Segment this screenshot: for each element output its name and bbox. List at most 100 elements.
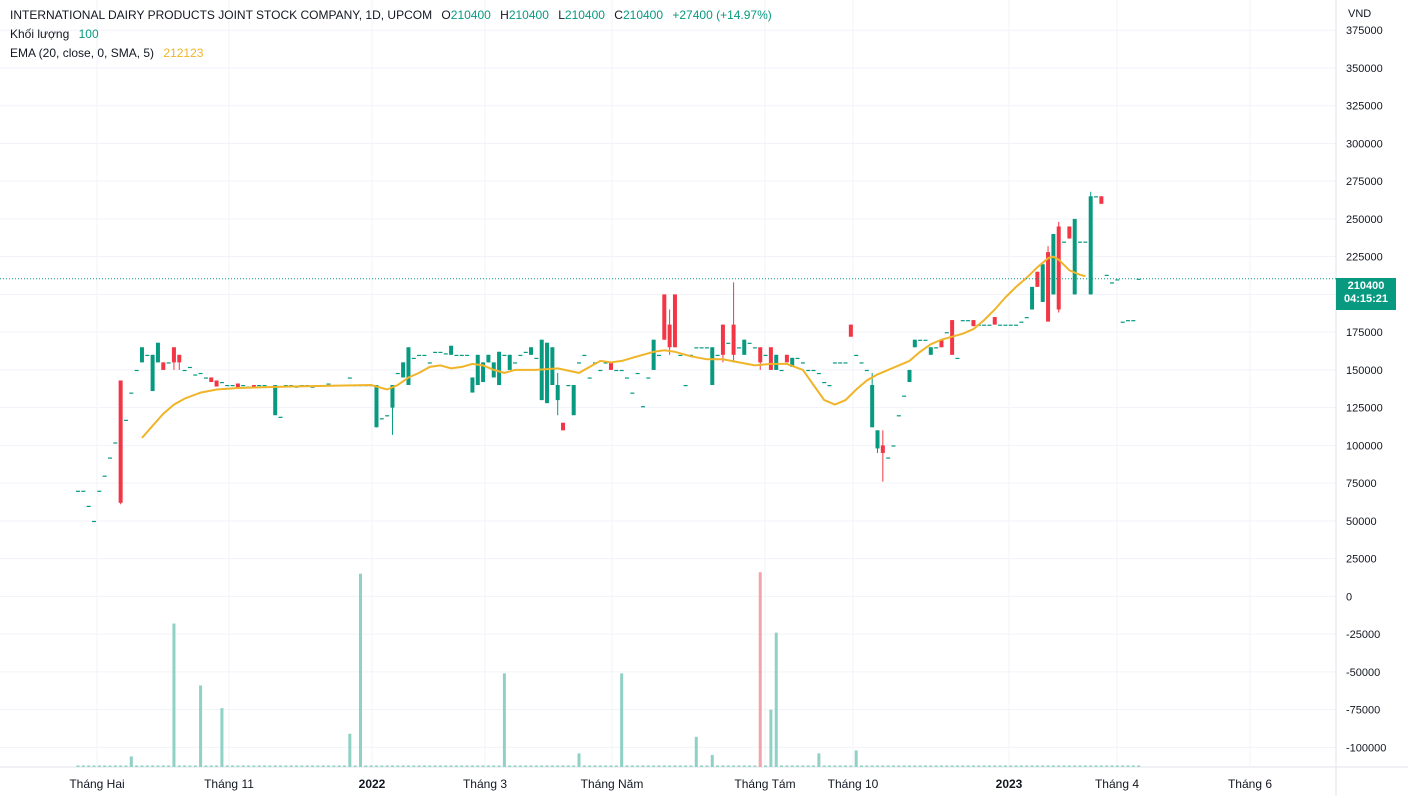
- volume-bar-baseline: [343, 765, 346, 767]
- volume-bar-baseline: [716, 765, 720, 767]
- candle-body: [283, 385, 288, 387]
- candle-body: [1099, 196, 1104, 204]
- candle-body: [449, 345, 454, 355]
- x-tick-label: Tháng 4: [1095, 777, 1139, 791]
- ema-label: EMA (20, close, 0, SMA, 5): [10, 46, 155, 60]
- currency-label: VND: [1348, 8, 1371, 20]
- candle-body: [710, 347, 715, 386]
- candle-body: [912, 339, 917, 348]
- volume-bar-baseline: [614, 765, 618, 767]
- volume-bar: [694, 736, 698, 767]
- price-axis[interactable]: 3750003500003250003000002750002500002250…: [1346, 25, 1386, 754]
- y-tick-label: 325000: [1346, 101, 1383, 113]
- candle-body: [155, 342, 160, 363]
- volume-bar-baseline: [76, 765, 80, 767]
- candle-body: [475, 354, 480, 386]
- y-tick-label: 250000: [1346, 214, 1383, 226]
- candle-body: [401, 362, 406, 378]
- volume-bar-baseline: [188, 765, 192, 767]
- candle-body: [1003, 324, 1008, 326]
- candle-body: [145, 354, 150, 357]
- y-tick-label: -75000: [1346, 705, 1380, 717]
- y-tick-label: 375000: [1346, 25, 1383, 37]
- volume-bar: [129, 756, 133, 767]
- volume-bar-baseline: [369, 765, 373, 767]
- volume-bar-baseline: [108, 765, 112, 767]
- candle-body: [230, 385, 235, 387]
- candle-body: [225, 385, 230, 387]
- volume-bar-baseline: [780, 765, 784, 767]
- candle-body: [939, 339, 944, 348]
- candle-body: [992, 317, 997, 325]
- volume-bar-baseline: [337, 765, 341, 767]
- candle-body: [438, 351, 443, 353]
- volume-bar-baseline: [305, 765, 309, 767]
- volume-bar-baseline: [748, 765, 752, 767]
- volume-bar-baseline: [598, 765, 602, 767]
- last-price-tag: 210400 04:15:21: [1336, 278, 1396, 310]
- volume-bar-baseline: [764, 765, 768, 767]
- volume-bar-baseline: [689, 765, 693, 767]
- volume-bar-baseline: [241, 765, 245, 767]
- volume-bar-baseline: [684, 765, 688, 767]
- volume-bar-baseline: [1137, 765, 1141, 767]
- volume-bar-baseline: [865, 765, 869, 767]
- candle-body: [555, 385, 560, 401]
- volume-bar-baseline: [1126, 765, 1130, 767]
- candle-body: [1062, 241, 1067, 243]
- volume-bar-baseline: [801, 765, 805, 767]
- candle-body: [843, 362, 848, 364]
- volume-bar-baseline: [753, 765, 757, 767]
- candle-body: [603, 362, 608, 364]
- candle-body: [758, 347, 763, 363]
- candle-body: [241, 385, 246, 387]
- candle-body: [1120, 321, 1125, 323]
- candle-body: [123, 419, 128, 421]
- volume-bar-baseline: [385, 765, 389, 767]
- y-tick-label: 225000: [1346, 252, 1383, 264]
- candle-body: [806, 369, 811, 372]
- candle-body: [918, 339, 923, 341]
- volume-bar-baseline: [508, 765, 512, 767]
- candle-body: [166, 362, 171, 364]
- volume-bar-baseline: [641, 765, 645, 767]
- y-tick-label: 0: [1346, 591, 1352, 603]
- candle-body: [1104, 274, 1109, 276]
- volume-bar-baseline: [332, 765, 336, 767]
- candle-body: [97, 490, 102, 492]
- candle-body: [699, 347, 704, 349]
- candle-body: [779, 369, 784, 372]
- candle-body: [502, 354, 507, 357]
- volume-bar-baseline: [1083, 765, 1087, 767]
- candle-body: [635, 372, 640, 375]
- candle-body: [640, 406, 645, 408]
- candle-body: [1030, 286, 1035, 310]
- time-axis[interactable]: Tháng Hai Tháng 11 2022 Tháng 3 Tháng Năm Thá…: [69, 777, 1272, 791]
- volume-bar-baseline: [311, 765, 315, 767]
- legend-volume-row[interactable]: Khối lượng 100: [10, 25, 772, 44]
- open-label: O: [441, 8, 451, 22]
- candle-body: [257, 385, 262, 387]
- volume-bar-baseline: [236, 765, 240, 767]
- candlesticks: [76, 191, 1141, 523]
- candle-body: [1046, 252, 1051, 322]
- candle-body: [86, 505, 91, 507]
- legend-ema-row[interactable]: EMA (20, close, 0, SMA, 5) 212123: [10, 44, 772, 63]
- volume-bar-baseline: [145, 765, 149, 767]
- y-tick-label: 25000: [1346, 554, 1377, 566]
- volume-bar-baseline: [428, 765, 432, 767]
- candle-body: [587, 377, 592, 379]
- volume-bar-baseline: [870, 765, 874, 767]
- volume-bar: [817, 753, 821, 767]
- candle-body: [326, 383, 331, 385]
- volume-bar-baseline: [167, 765, 171, 767]
- volume-bar-baseline: [572, 765, 576, 767]
- candle-body: [513, 362, 518, 364]
- candle-body: [971, 320, 976, 327]
- volume-bar-baseline: [609, 765, 613, 767]
- candle-body: [470, 377, 475, 393]
- candle-body: [827, 385, 832, 387]
- volume-bar-baseline: [604, 765, 608, 767]
- volume-bar-baseline: [438, 765, 442, 767]
